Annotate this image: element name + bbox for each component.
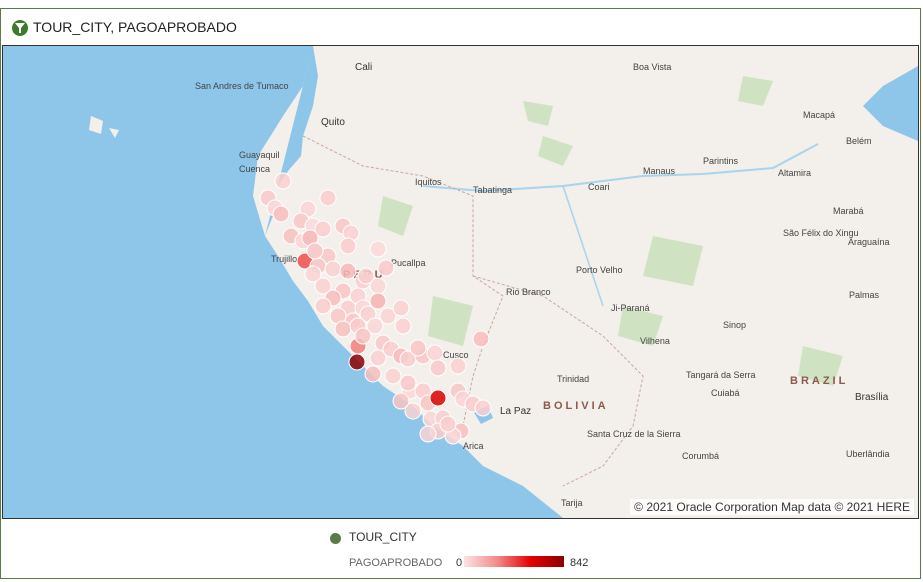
map-point[interactable] — [339, 237, 357, 255]
city-label: Trujillo — [271, 254, 297, 264]
map-point[interactable] — [272, 205, 290, 223]
legend-min-value: 0 — [456, 557, 463, 569]
city-label: La Paz — [500, 406, 531, 417]
panel-header: TOUR_CITY, PAGOAPROBADO — [1, 9, 920, 45]
map-point[interactable] — [348, 353, 366, 371]
map-point[interactable] — [377, 259, 395, 277]
map-point[interactable] — [306, 242, 324, 260]
map-point[interactable] — [449, 357, 467, 375]
city-label: Porto Velho — [576, 265, 623, 275]
map-point[interactable] — [439, 415, 457, 433]
city-label: Ji-Paraná — [611, 303, 650, 313]
map-point[interactable] — [379, 307, 397, 325]
legend-color-ramp — [464, 556, 564, 567]
legend-series-name: TOUR_CITY — [349, 530, 417, 544]
map-point[interactable] — [392, 392, 410, 410]
panel-title: TOUR_CITY, PAGOAPROBADO — [33, 19, 237, 35]
filter-icon — [12, 20, 28, 36]
legend-series-dot — [330, 533, 341, 544]
country-label: BOLIVIA — [543, 400, 609, 412]
map-point[interactable] — [429, 359, 447, 377]
city-label: San Andres de Tumaco — [195, 81, 289, 91]
city-label: Araguaína — [848, 237, 890, 247]
city-label: Quito — [321, 117, 345, 128]
legend-measure-name: PAGOAPROBADO — [349, 557, 443, 569]
map-point[interactable] — [357, 267, 375, 285]
city-label: Tabatinga — [473, 185, 512, 195]
map-point[interactable] — [429, 389, 447, 407]
map-point[interactable] — [472, 330, 490, 348]
map-panel: TOUR_CITY, PAGOAPROBADO — [0, 8, 921, 579]
map-point[interactable] — [394, 317, 412, 335]
city-label: Cuiabá — [711, 388, 740, 398]
city-label: Cusco — [443, 350, 469, 360]
map-point[interactable] — [319, 189, 337, 207]
map-point[interactable] — [419, 425, 437, 443]
map-point[interactable] — [369, 349, 387, 367]
city-label: Palmas — [849, 290, 880, 300]
city-label: Cali — [355, 62, 372, 73]
map-point[interactable] — [314, 220, 332, 238]
country-label: BRAZIL — [790, 375, 848, 387]
map-point[interactable] — [392, 299, 410, 317]
city-label: Macapá — [803, 110, 835, 120]
map-canvas[interactable]: Cali San Andres de Tumaco Quito Guayaqui… — [2, 45, 919, 519]
map-point[interactable] — [364, 365, 382, 383]
city-label: Parintins — [703, 156, 739, 166]
map-point[interactable] — [404, 402, 422, 420]
city-label: Coari — [588, 182, 610, 192]
city-label: Corumbá — [682, 451, 719, 461]
map-svg[interactable]: Cali San Andres de Tumaco Quito Guayaqui… — [3, 46, 918, 518]
city-label: Manaus — [643, 166, 676, 176]
city-label: Cuenca — [239, 164, 270, 174]
city-label: Arica — [463, 441, 484, 451]
map-point[interactable] — [339, 262, 357, 280]
city-label: Trinidad — [557, 374, 589, 384]
map-point[interactable] — [304, 265, 322, 283]
city-label: Tarija — [561, 498, 583, 508]
city-label: Guayaquil — [239, 150, 280, 160]
map-point[interactable] — [384, 367, 402, 385]
city-label: Santa Cruz de la Sierra — [587, 429, 681, 439]
map-point[interactable] — [409, 339, 427, 357]
map-point[interactable] — [354, 327, 372, 345]
city-label: Iquitos — [415, 177, 442, 187]
map-point[interactable] — [366, 317, 384, 335]
city-label: Brasília — [855, 392, 889, 403]
city-label: Altamira — [778, 168, 811, 178]
city-label: Uberlândia — [846, 449, 890, 459]
city-label: Marabá — [833, 206, 864, 216]
map-point[interactable] — [369, 292, 387, 310]
points-layer[interactable] — [259, 172, 492, 445]
city-label: Belém — [846, 136, 872, 146]
legend-max-value: 842 — [570, 557, 589, 569]
city-label: Tangará da Serra — [686, 370, 756, 380]
map-point[interactable] — [474, 399, 492, 417]
city-label: Boa Vista — [633, 62, 671, 72]
map-point[interactable] — [274, 172, 292, 190]
map-point[interactable] — [324, 260, 342, 278]
map-point[interactable] — [369, 240, 387, 258]
city-label: Sinop — [723, 320, 746, 330]
city-label: Vilhena — [640, 336, 670, 346]
city-label: Pucallpa — [391, 258, 426, 268]
map-point[interactable] — [426, 344, 444, 362]
map-point[interactable] — [334, 320, 352, 338]
map-point[interactable] — [314, 277, 332, 295]
city-label: São Félix do Xingu — [783, 228, 859, 238]
city-label: Rio Branco — [506, 287, 551, 297]
map-attribution: © 2021 Oracle Corporation Map data © 202… — [630, 499, 914, 515]
map-point[interactable] — [314, 297, 332, 315]
map-point[interactable] — [399, 374, 417, 392]
